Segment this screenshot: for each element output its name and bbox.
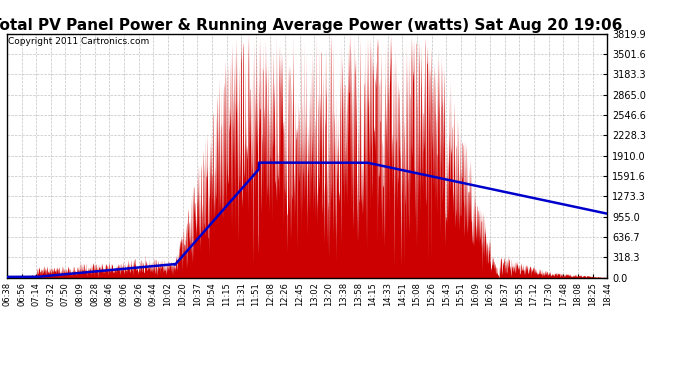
Title: Total PV Panel Power & Running Average Power (watts) Sat Aug 20 19:06: Total PV Panel Power & Running Average P…	[0, 18, 623, 33]
Text: Copyright 2011 Cartronics.com: Copyright 2011 Cartronics.com	[8, 38, 149, 46]
